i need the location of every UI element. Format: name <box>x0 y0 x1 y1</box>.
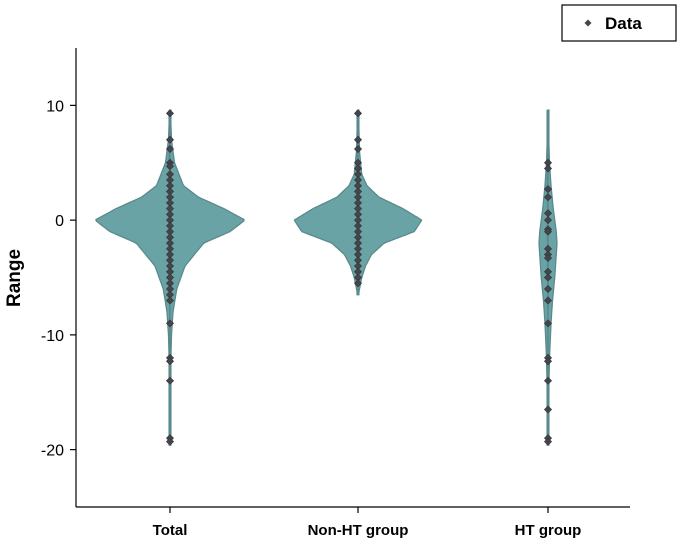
data-point <box>165 135 175 144</box>
y-ticks: 10 0 -10 -20 <box>41 98 76 460</box>
data-point <box>543 296 553 305</box>
violins <box>95 109 558 446</box>
data-point <box>543 284 553 293</box>
data-point <box>165 109 175 118</box>
y-tick-label: -10 <box>41 328 64 345</box>
data-point <box>353 109 363 118</box>
data-point <box>543 164 553 173</box>
data-point <box>543 273 553 282</box>
data-point <box>543 319 553 328</box>
data-point <box>165 376 175 385</box>
x-ticks: Total Non-HT group HT group <box>153 507 582 539</box>
data-point <box>353 279 363 288</box>
data-point <box>543 193 553 202</box>
legend: Data <box>561 4 677 42</box>
data-point <box>543 185 553 194</box>
data-point <box>165 296 175 305</box>
x-tick-label: Non-HT group <box>308 522 409 539</box>
data-point <box>543 437 553 446</box>
data-point <box>543 253 553 263</box>
data-point <box>165 357 175 366</box>
y-tick-label: -20 <box>41 443 64 460</box>
data-points <box>165 109 553 446</box>
data-point <box>353 135 363 144</box>
data-point <box>165 319 175 328</box>
x-tick-label: Total <box>153 522 188 539</box>
legend-label-data: Data <box>605 14 642 33</box>
x-tick-label: HT group <box>515 522 582 539</box>
data-point <box>543 216 553 225</box>
data-point <box>165 162 175 171</box>
data-point <box>543 357 553 366</box>
data-point <box>543 376 553 385</box>
axes <box>75 48 630 508</box>
legend-marker-icon <box>584 19 592 27</box>
data-point <box>543 227 553 236</box>
y-axis-title: Range <box>4 249 25 307</box>
data-point <box>543 405 553 414</box>
legend-box <box>561 4 677 42</box>
data-point <box>165 437 175 446</box>
y-tick-label: 10 <box>46 98 64 115</box>
y-tick-label: 0 <box>55 213 64 230</box>
data-point <box>353 144 363 154</box>
data-point <box>165 144 175 154</box>
